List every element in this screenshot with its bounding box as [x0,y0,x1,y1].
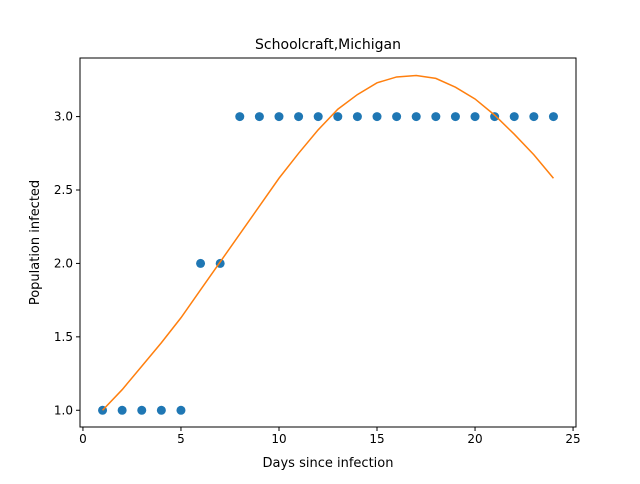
scatter-point [176,405,186,415]
scatter-point [431,112,441,122]
scatter-point [313,112,323,122]
x-tick-label: 10 [271,432,286,446]
x-tick-label: 15 [369,432,384,446]
y-tick-label: 2.5 [54,183,73,197]
scatter-point [490,112,500,122]
scatter-point [294,112,304,122]
scatter-point [156,405,166,415]
y-tick-label: 3.0 [54,110,73,124]
scatter-point [450,112,460,122]
scatter-point [196,258,206,268]
y-tick-label: 1.5 [54,330,73,344]
y-axis-label: Population infected [28,180,43,305]
scatter-point [137,405,147,415]
scatter-point [392,112,402,122]
x-tick-label: 20 [467,432,482,446]
scatter-point [235,112,245,122]
y-tick-label: 1.0 [54,403,73,417]
y-tick-label: 2.0 [54,256,73,270]
chart-title: Schoolcraft,Michigan [255,37,401,53]
scatter-point [470,112,480,122]
scatter-point [333,112,343,122]
x-tick-label: 25 [565,432,580,446]
scatter-point [529,112,539,122]
plot-frame [79,57,577,428]
scatter-point [411,112,421,122]
scatter-point [548,112,558,122]
x-axis-label: Days since infection [263,456,394,471]
scatter-point [117,405,127,415]
scatter-point [274,112,284,122]
scatter-point [509,112,519,122]
fit-line [102,74,555,411]
x-tick-label: 0 [79,432,87,446]
scatter-point [352,112,362,122]
scatter-point [372,112,382,122]
x-tick-label: 5 [177,432,185,446]
scatter-point [254,112,264,122]
